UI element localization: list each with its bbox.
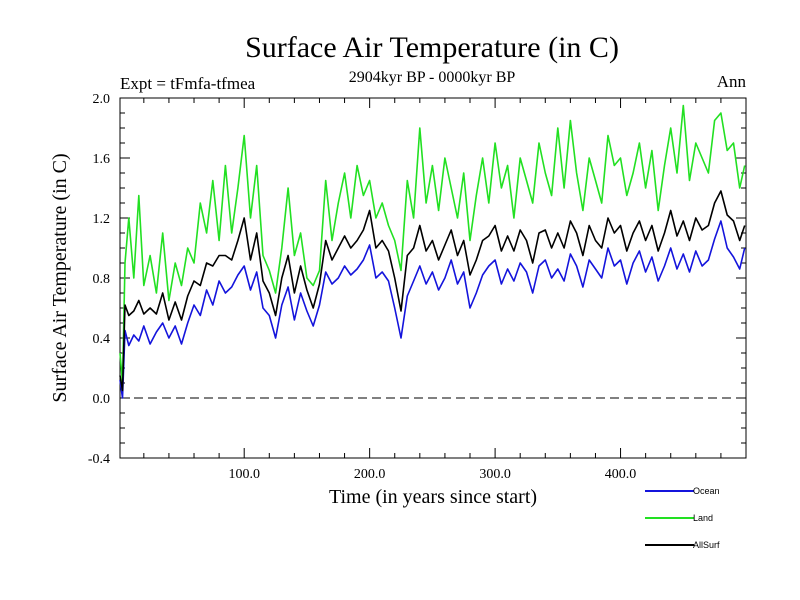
x-tick-label: 300.0 xyxy=(479,467,511,482)
experiment-label: Expt = tFmfa-tfmea xyxy=(120,74,256,93)
y-tick-label: 0.4 xyxy=(93,332,111,347)
x-axis-label: Time (in years since start) xyxy=(329,486,537,508)
series-line-allsurf xyxy=(119,190,746,392)
series-lines xyxy=(119,104,746,399)
x-tick-label: 400.0 xyxy=(605,467,637,482)
series-line-ocean xyxy=(119,220,746,399)
y-tick-label: 2.0 xyxy=(93,92,111,107)
series-line-land xyxy=(119,104,746,384)
y-axis-label: Surface Air Temperature (in C) xyxy=(49,153,71,402)
legend: Ocean Land AllSurf xyxy=(645,486,720,550)
y-tick-label: -0.4 xyxy=(88,452,110,467)
chart-subtitle: 2904kyr BP - 0000kyr BP xyxy=(349,69,516,86)
season-label: Ann xyxy=(717,72,747,91)
x-tick-label: 200.0 xyxy=(354,467,386,482)
legend-label-ocean: Ocean xyxy=(693,486,720,496)
y-tick-label: 1.6 xyxy=(93,152,111,167)
axis-ticks: -0.4 0.0 0.4 0.8 1.2 1.6 2.0 100.0 200.0 300.0 400… xyxy=(88,92,746,482)
chart-title: Surface Air Temperature (in C) xyxy=(245,31,619,64)
y-tick-label: 0.0 xyxy=(93,392,111,407)
legend-label-allsurf: AllSurf xyxy=(693,540,720,550)
y-tick-label: 0.8 xyxy=(93,272,111,287)
legend-label-land: Land xyxy=(693,513,713,523)
x-tick-label: 100.0 xyxy=(228,467,260,482)
y-tick-label: 1.2 xyxy=(93,212,111,227)
